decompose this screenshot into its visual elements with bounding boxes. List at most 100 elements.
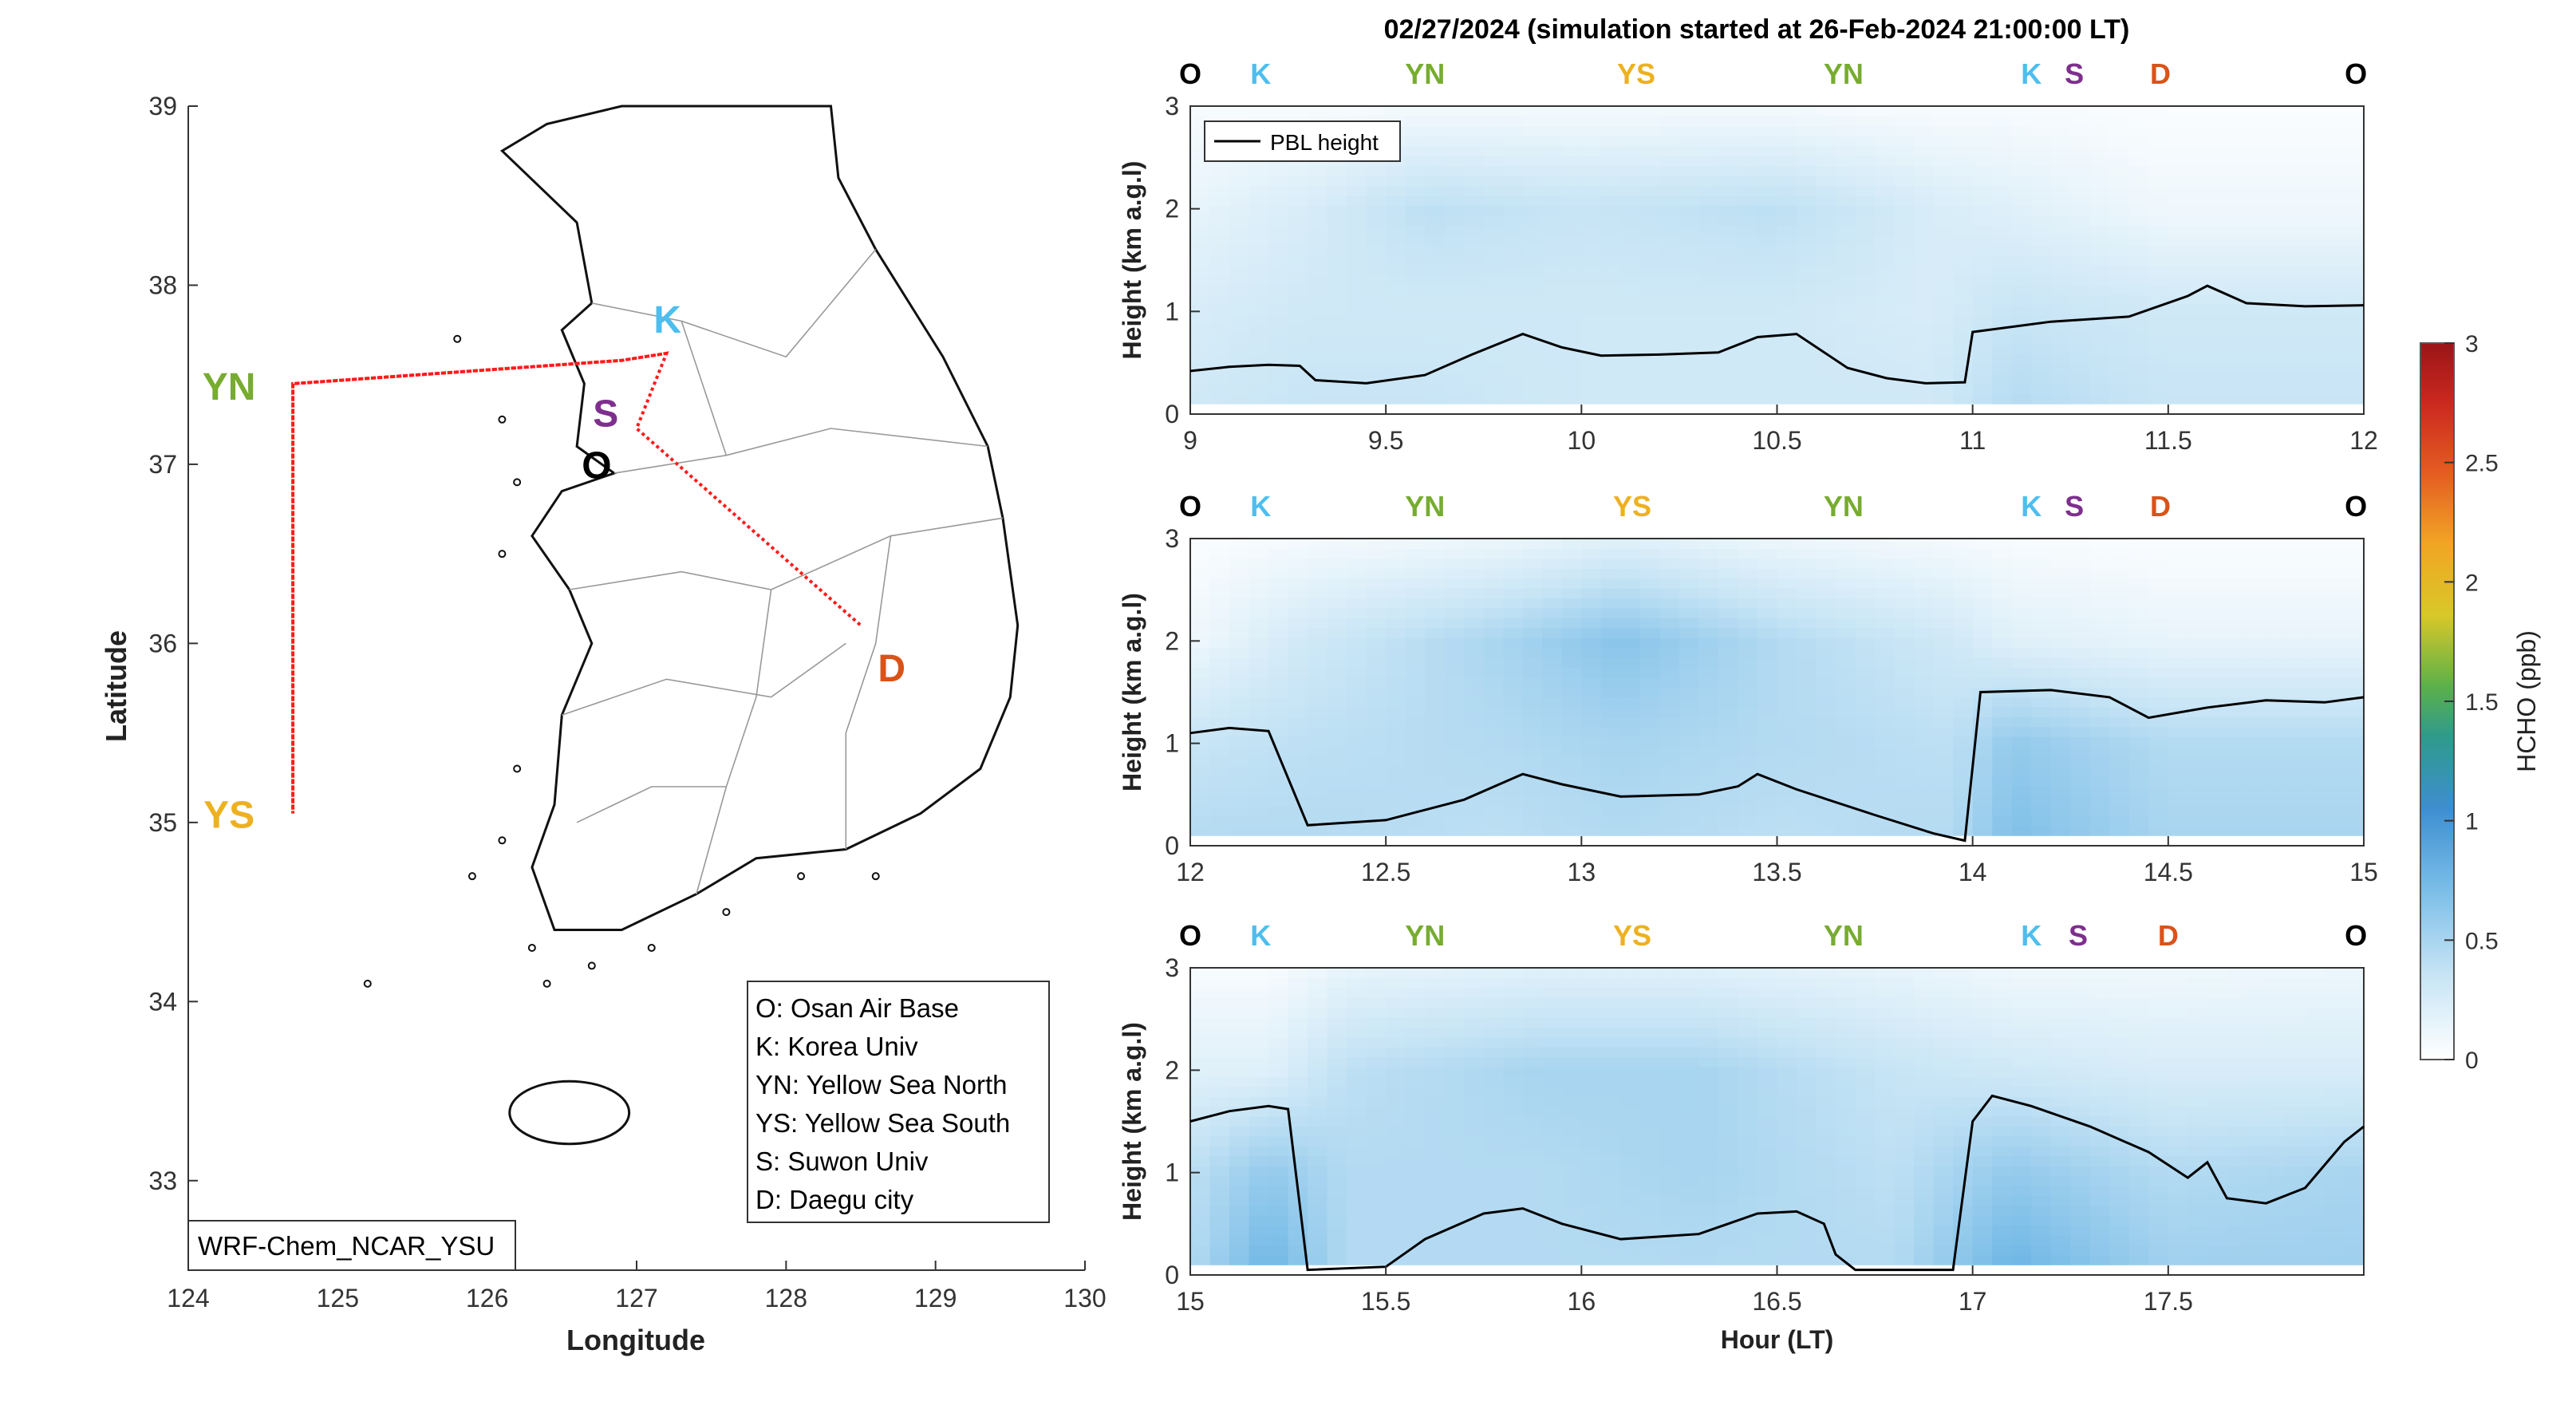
- hcho-cell: [1561, 548, 1582, 559]
- hcho-cell: [1308, 825, 1328, 836]
- hcho-cell: [2344, 353, 2365, 365]
- hcho-cell: [1542, 1195, 1563, 1206]
- hcho-cell: [1933, 1215, 1954, 1226]
- hcho-cell: [1718, 1146, 1739, 1157]
- hcho-cell: [2109, 687, 2130, 698]
- hcho-cell: [1855, 997, 1876, 1008]
- hcho-cell: [1894, 265, 1915, 275]
- hcho-cell: [1347, 215, 1367, 226]
- hcho-cell: [1953, 274, 1974, 286]
- hcho-cell: [1347, 1235, 1367, 1245]
- hcho-cell: [2207, 294, 2227, 306]
- hcho-cell: [1190, 1126, 1211, 1137]
- hcho-cell: [2207, 677, 2227, 688]
- hcho-cell: [1797, 125, 1817, 136]
- hcho-cell: [1503, 627, 1524, 638]
- hcho-cell: [2050, 324, 2071, 335]
- hcho-cell: [1288, 677, 1308, 688]
- hcho-cell: [1894, 1027, 1915, 1038]
- hcho-cell: [1894, 766, 1915, 777]
- hcho-cell: [2011, 706, 2032, 717]
- hcho-cell: [2089, 766, 2110, 777]
- hcho-cell: [2148, 215, 2169, 226]
- hcho-cell: [2246, 145, 2266, 156]
- hcho-cell: [2109, 776, 2130, 787]
- hcho-cell: [2031, 245, 2052, 256]
- hcho-cell: [2148, 393, 2169, 405]
- hcho-cell: [1600, 968, 1621, 978]
- hcho-cell: [1386, 235, 1406, 246]
- hcho-cell: [1405, 145, 1426, 156]
- hcho-cell: [1972, 1245, 1993, 1256]
- hcho-cell: [1425, 165, 1446, 176]
- hcho-cell: [1777, 815, 1797, 827]
- hcho-cell: [1777, 706, 1797, 717]
- hcho-cell: [1600, 304, 1621, 315]
- hcho-cell: [1816, 284, 1836, 295]
- hcho-cell: [2285, 353, 2306, 365]
- hcho-cell: [1405, 568, 1426, 579]
- hcho-cell: [1659, 156, 1680, 167]
- hcho-cell: [2207, 776, 2227, 787]
- hcho-cell: [2187, 353, 2208, 365]
- hcho-cell: [1972, 795, 1993, 807]
- hcho-cell: [1933, 746, 1954, 757]
- hcho-cell: [1718, 1047, 1739, 1058]
- hcho-cell: [1542, 1185, 1563, 1196]
- hcho-cell: [1953, 677, 1974, 688]
- hcho-cell: [2285, 558, 2306, 569]
- hcho-cell: [1308, 215, 1328, 226]
- hcho-cell: [1542, 245, 1563, 256]
- hcho-cell: [2089, 384, 2110, 395]
- hcho-cell: [1757, 165, 1778, 176]
- hcho-cell: [1542, 1235, 1563, 1245]
- hcho-cell: [1816, 548, 1836, 559]
- hcho-cell: [2187, 314, 2208, 326]
- hcho-cell: [1268, 1166, 1289, 1177]
- hcho-cell: [1483, 364, 1504, 375]
- hcho-cell: [1561, 1086, 1582, 1097]
- hcho-cell: [1386, 106, 1406, 116]
- hcho-cell: [1679, 1185, 1699, 1196]
- hcho-cell: [2168, 324, 2188, 335]
- hcho-cell: [1639, 706, 1660, 717]
- hcho-cell: [1386, 647, 1406, 658]
- hcho-cell: [1229, 766, 1250, 777]
- hcho-cell: [1777, 539, 1797, 549]
- hcho-cell: [1914, 145, 1935, 156]
- hcho-cell: [2109, 344, 2130, 355]
- hcho-cell: [1268, 598, 1289, 609]
- hcho-cell: [2050, 304, 2071, 315]
- hcho-cell: [1718, 776, 1738, 787]
- hcho-cell: [1444, 304, 1465, 315]
- hcho-cell: [2344, 384, 2365, 395]
- hcho-cell: [2344, 274, 2365, 286]
- hcho-cell: [2050, 384, 2071, 395]
- hcho-cell: [2109, 176, 2130, 187]
- hcho-cell: [1600, 607, 1621, 618]
- hcho-cell: [1855, 637, 1876, 649]
- hcho-cell: [1718, 265, 1738, 275]
- hcho-cell: [1777, 245, 1797, 256]
- hcho-cell: [2325, 687, 2345, 698]
- hcho-cell: [1425, 1116, 1446, 1127]
- hcho-cell: [1347, 334, 1367, 345]
- hcho-cell: [1581, 726, 1602, 737]
- hcho-cell: [1561, 815, 1582, 827]
- hcho-cell: [1914, 1245, 1935, 1256]
- hcho-cell: [1894, 156, 1915, 167]
- hcho-cell: [2050, 373, 2071, 385]
- hcho-cell: [1816, 165, 1836, 176]
- hcho-cell: [1464, 125, 1485, 136]
- hcho-cell: [1249, 1067, 1269, 1078]
- hcho-cell: [1914, 284, 1935, 295]
- hcho-cell: [1268, 185, 1289, 196]
- hcho-cell: [1542, 1056, 1563, 1068]
- hcho-cell: [2227, 125, 2247, 136]
- hcho-cell: [1777, 795, 1797, 807]
- hcho-cell: [1816, 806, 1836, 816]
- hcho-cell: [1308, 1076, 1328, 1087]
- hcho-cell: [2031, 125, 2052, 136]
- hcho-cell: [1698, 588, 1719, 598]
- hcho-cell: [1561, 607, 1582, 618]
